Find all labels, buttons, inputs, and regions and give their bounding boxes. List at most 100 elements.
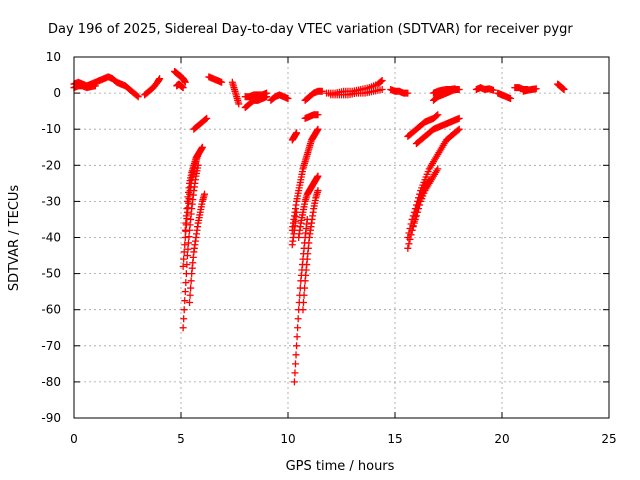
data-point-trail — [454, 126, 462, 134]
data-series — [472, 84, 497, 94]
x-tick-label: 20 — [494, 432, 509, 446]
data-point-trail — [415, 205, 423, 213]
data-point — [408, 226, 416, 234]
data-point — [194, 150, 202, 158]
data-series — [205, 73, 226, 86]
data-point — [181, 226, 189, 234]
data-point-trail — [406, 235, 414, 243]
data-point — [203, 114, 211, 122]
x-tick-label: 0 — [70, 432, 78, 446]
data-point — [181, 234, 189, 241]
data-point-trail — [294, 315, 302, 323]
data-series — [301, 111, 322, 122]
x-tick-labels: 0 5 10 15 20 25 — [70, 432, 616, 446]
data-series — [190, 114, 211, 133]
axis-ticks — [73, 56, 610, 419]
data-series — [408, 165, 442, 234]
data-point — [201, 190, 209, 198]
data-point-trail — [182, 212, 190, 220]
data-point — [318, 87, 326, 95]
data-point — [455, 125, 463, 133]
y-tick-labels: 10 0 -10 -20 -30 -40 -50 -60 -70 -80 -90 — [41, 50, 61, 425]
y-tick-label: 10 — [46, 50, 61, 64]
data-series — [301, 87, 326, 104]
data-point — [179, 84, 187, 92]
data-series — [173, 80, 187, 92]
data-point-trail — [407, 231, 415, 239]
data-point — [181, 288, 189, 296]
data-point — [434, 165, 442, 173]
chart-title: Day 196 of 2025, Sidereal Day-to-day VTE… — [48, 22, 573, 37]
data-point-trail — [181, 241, 189, 249]
data-point — [156, 75, 164, 83]
data-point-trail — [377, 77, 385, 85]
data-series — [290, 215, 311, 386]
data-point — [134, 93, 142, 101]
data-point — [183, 252, 191, 260]
data-point-trail — [186, 291, 194, 299]
data-point-trail — [180, 255, 188, 263]
x-tick-label: 5 — [177, 432, 185, 446]
data-series — [430, 85, 459, 97]
data-point-trail — [187, 284, 195, 292]
data-point — [299, 306, 307, 314]
data-point-trail — [293, 333, 301, 341]
data-series — [228, 78, 243, 108]
data-point-trail — [181, 297, 189, 305]
data-point — [293, 342, 301, 350]
data-point-trail — [413, 208, 421, 216]
data-series — [519, 85, 540, 95]
data-point — [235, 100, 243, 108]
data-point — [378, 85, 386, 93]
data-series — [327, 85, 386, 99]
data-point — [404, 244, 412, 252]
data-series — [241, 89, 271, 101]
data-point — [91, 82, 99, 90]
x-tick-label: 25 — [601, 432, 616, 446]
data-point-trail — [409, 223, 417, 231]
data-point — [284, 95, 292, 103]
data-point-trail — [187, 277, 195, 285]
data-series — [387, 85, 412, 97]
data-point — [489, 86, 497, 94]
data-point-trail — [411, 215, 419, 223]
x-tick-label: 10 — [280, 432, 295, 446]
y-tick-label: -60 — [41, 303, 61, 317]
x-axis-label: GPS time / hours — [286, 459, 395, 474]
data-point — [198, 143, 206, 151]
data-point — [290, 378, 298, 386]
y-tick-label: 0 — [53, 86, 61, 100]
data-point — [560, 85, 568, 93]
data-point — [179, 324, 187, 332]
data-series — [171, 67, 189, 86]
y-tick-label: -40 — [41, 231, 61, 245]
data-series — [70, 82, 99, 92]
data-point-trail — [184, 239, 192, 247]
data-point-trail — [433, 112, 441, 120]
data-point — [263, 89, 271, 97]
data-series — [412, 114, 463, 148]
data-point — [451, 85, 459, 93]
data-point-trail — [185, 233, 193, 241]
grid-lines — [74, 57, 609, 418]
data-series — [494, 89, 515, 103]
data-point — [314, 172, 322, 180]
data-point — [179, 262, 187, 270]
data-series — [299, 187, 322, 314]
data-series — [288, 129, 301, 144]
data-series — [179, 161, 202, 332]
data-point-trail — [410, 219, 418, 227]
data-point — [181, 78, 189, 86]
data-point-trail — [291, 360, 299, 368]
data-series — [554, 80, 568, 93]
data-point-trail — [292, 351, 300, 359]
data-point-trail — [183, 261, 191, 269]
data-series — [141, 75, 164, 99]
data-point — [455, 114, 463, 122]
data-point-trail — [291, 369, 299, 377]
data-point — [314, 111, 322, 119]
data-point-trail — [300, 291, 308, 299]
data-point-trail — [405, 240, 413, 248]
y-tick-label: -50 — [41, 267, 61, 281]
